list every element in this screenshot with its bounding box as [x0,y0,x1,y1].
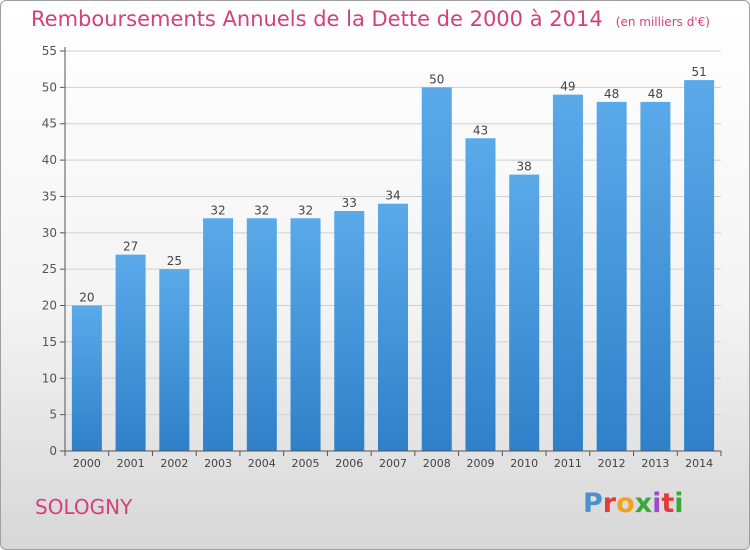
bar-2005 [290,218,321,451]
x-tick-label: 2007 [379,457,407,470]
x-tick-label: 2014 [685,457,713,470]
data-label: 25 [167,254,182,268]
bar-2007 [378,203,408,451]
bar-2013 [640,101,671,451]
data-label: 27 [123,240,138,254]
x-tick-label: 2005 [292,457,320,470]
data-label: 50 [429,72,444,86]
bars [71,80,715,452]
data-label: 48 [648,87,663,101]
y-tick-label: 15 [42,335,57,349]
bar-2012 [596,101,627,451]
town-name: SOLOGNY [35,495,133,519]
x-tick-label: 2013 [641,457,669,470]
y-tick-label: 35 [42,189,57,203]
y-tick-label: 45 [42,117,57,131]
y-tick-label: 40 [42,153,57,167]
data-label: 20 [79,291,94,305]
x-tick-label: 2009 [466,457,494,470]
bar-2001 [115,254,146,451]
data-label: 48 [604,87,619,101]
x-tick-label: 2000 [73,457,101,470]
data-label: 51 [691,65,706,79]
y-tick-label: 0 [49,444,57,458]
x-tick-label: 2001 [117,457,145,470]
x-tick-label: 2003 [204,457,232,470]
bar-2000 [71,305,102,451]
data-labels: 20 27 25 32 32 32 33 34 50 43 38 49 48 48 51 [79,65,707,304]
y-tick-label: 50 [42,80,57,94]
bar-2004 [246,218,277,451]
chart-subtitle: (en milliers d'€) [615,15,710,29]
bar-2006 [334,211,365,451]
data-label: 33 [342,196,357,210]
data-label: 34 [385,189,400,203]
y-tick-label: 25 [42,262,57,276]
bar-2008 [421,87,452,451]
data-label: 32 [254,203,269,217]
bar-2009 [465,138,496,452]
x-tick-label: 2011 [554,457,582,470]
x-tick-label: 2010 [510,457,538,470]
proxiti-logo: Proxiti [583,488,684,519]
x-tick-label: 2012 [598,457,626,470]
y-tick-label: 30 [42,226,57,240]
bar-2002 [159,269,190,451]
data-label: 38 [517,160,532,174]
bar-2014 [684,80,715,451]
x-tick-label: 2008 [423,457,451,470]
bar-2010 [509,174,540,452]
data-label: 43 [473,123,488,137]
bar-2011 [552,94,583,452]
x-tick-label: 2002 [160,457,188,470]
x-tick-label: 2006 [335,457,363,470]
axes: 0 5 10 15 20 25 30 35 40 45 50 55 2000 2001 2002 2003 20… [42,44,722,470]
x-tick-label: 2004 [248,457,276,470]
y-tick-label: 5 [49,408,57,422]
y-tick-label: 10 [42,371,57,385]
data-label: 49 [560,80,575,94]
data-label: 32 [298,203,313,217]
title-block: Remboursements Annuels de la Dette de 20… [31,7,710,31]
y-tick-label: 55 [42,44,57,58]
chart-title: Remboursements Annuels de la Dette de 20… [31,7,603,31]
y-tick-label: 20 [42,299,57,313]
data-label: 32 [210,203,225,217]
bar-2003 [203,218,234,451]
